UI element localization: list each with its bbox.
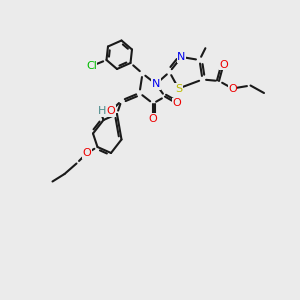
Text: Cl: Cl [86, 61, 97, 71]
Text: O: O [219, 59, 228, 70]
Text: N: N [177, 52, 186, 62]
Text: O: O [106, 106, 116, 116]
Text: O: O [228, 83, 237, 94]
Text: N: N [152, 79, 160, 89]
Text: O: O [82, 148, 91, 158]
Text: S: S [175, 83, 182, 94]
Text: O: O [148, 113, 158, 124]
Text: H: H [98, 106, 106, 116]
Text: O: O [172, 98, 182, 109]
